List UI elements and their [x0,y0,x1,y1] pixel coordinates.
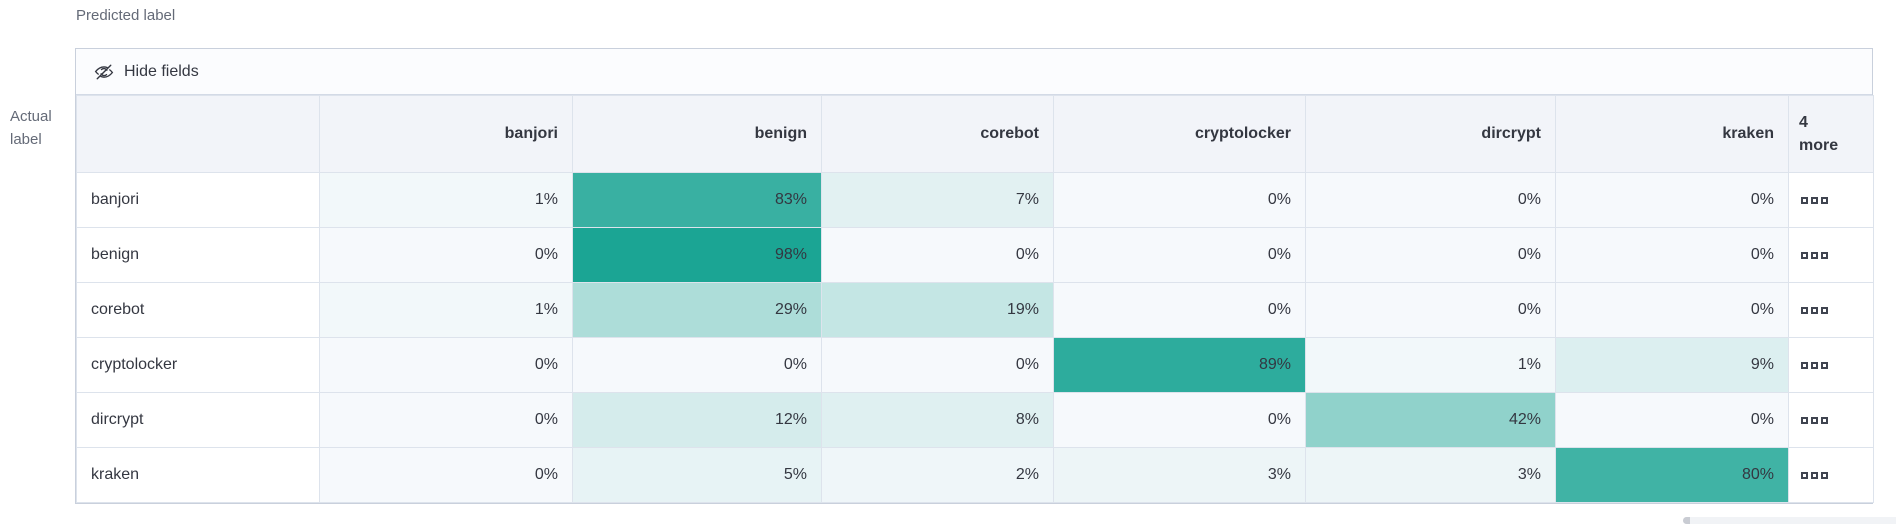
cell-corebot-banjori[interactable]: 1% [319,282,573,338]
cell-corebot-corebot[interactable]: 19% [821,282,1054,338]
cell-cryptolocker-banjori[interactable]: 0% [319,337,573,393]
cell-banjori-corebot[interactable]: 7% [821,172,1054,228]
column-header-dircrypt[interactable]: dircrypt [1305,95,1556,173]
matrix-row-dircrypt: dircrypt 0% 12% 8% 0% 42% 0% [76,392,1874,448]
more-columns-button[interactable] [1801,196,1828,204]
matrix-row-kraken: kraken 0% 5% 2% 3% 3% 80% [76,447,1874,503]
more-actions-cell [1788,282,1874,338]
cell-benign-banjori[interactable]: 0% [319,227,573,283]
cell-cryptolocker-corebot[interactable]: 0% [821,337,1054,393]
cell-banjori-benign[interactable]: 83% [572,172,822,228]
cell-corebot-cryptolocker[interactable]: 0% [1053,282,1306,338]
more-columns-button[interactable] [1801,416,1828,424]
grid-toolbar: Hide fields [76,49,1872,95]
cell-benign-corebot[interactable]: 0% [821,227,1054,283]
header-row: banjori benign corebot cryptolocker dircrypt… [76,95,1874,173]
more-columns-button[interactable] [1801,251,1828,259]
cell-benign-cryptolocker[interactable]: 0% [1053,227,1306,283]
matrix-row-cryptolocker: cryptolocker 0% 0% 0% 89% 1% 9% [76,337,1874,393]
cell-benign-kraken[interactable]: 0% [1555,227,1789,283]
eye-closed-icon [94,62,114,82]
more-columns-button[interactable] [1801,361,1828,369]
row-label-cryptolocker[interactable]: cryptolocker [76,337,320,393]
cell-kraken-cryptolocker[interactable]: 3% [1053,447,1306,503]
matrix-body: banjori 1% 83% 7% 0% 0% 0% benign 0% 98% 0% 0% 0% 0% c… [76,172,1874,503]
cell-kraken-dircrypt[interactable]: 3% [1305,447,1556,503]
more-columns-button[interactable] [1801,306,1828,314]
more-actions-cell [1788,447,1874,503]
more-columns-button[interactable] [1801,471,1828,479]
cell-cryptolocker-kraken[interactable]: 9% [1555,337,1789,393]
cell-cryptolocker-benign[interactable]: 0% [572,337,822,393]
hide-fields-button[interactable]: Hide fields [94,62,199,82]
cell-kraken-benign[interactable]: 5% [572,447,822,503]
data-grid-panel: Hide fields banjori benign corebot cryptolo… [75,48,1874,504]
more-actions-cell [1788,227,1874,283]
cell-benign-dircrypt[interactable]: 0% [1305,227,1556,283]
cell-kraken-banjori[interactable]: 0% [319,447,573,503]
actual-axis-label: Actual label [10,108,52,148]
cell-dircrypt-benign[interactable]: 12% [572,392,822,448]
column-header-kraken[interactable]: kraken [1555,95,1789,173]
row-label-benign[interactable]: benign [76,227,320,283]
corner-header-cell [76,95,320,173]
column-header-cryptolocker[interactable]: cryptolocker [1053,95,1306,173]
cell-corebot-kraken[interactable]: 0% [1555,282,1789,338]
matrix-row-benign: benign 0% 98% 0% 0% 0% 0% [76,227,1874,283]
more-actions-cell [1788,337,1874,393]
row-label-banjori[interactable]: banjori [76,172,320,228]
cell-kraken-corebot[interactable]: 2% [821,447,1054,503]
cell-cryptolocker-dircrypt[interactable]: 1% [1305,337,1556,393]
boxes-horizontal-icon [1801,361,1828,369]
cell-banjori-dircrypt[interactable]: 0% [1305,172,1556,228]
column-header-banjori[interactable]: banjori [319,95,573,173]
cell-kraken-kraken[interactable]: 80% [1555,447,1789,503]
cell-dircrypt-banjori[interactable]: 0% [319,392,573,448]
boxes-horizontal-icon [1801,251,1828,259]
boxes-horizontal-icon [1801,471,1828,479]
cell-banjori-cryptolocker[interactable]: 0% [1053,172,1306,228]
horizontal-scrollbar[interactable] [1683,517,1896,524]
predicted-axis-label: Predicted label [76,7,176,24]
cell-banjori-kraken[interactable]: 0% [1555,172,1789,228]
column-header-corebot[interactable]: corebot [821,95,1054,173]
column-header-benign[interactable]: benign [572,95,822,173]
row-label-kraken[interactable]: kraken [76,447,320,503]
cell-dircrypt-cryptolocker[interactable]: 0% [1053,392,1306,448]
cell-benign-benign[interactable]: 98% [572,227,822,283]
confusion-matrix-table: banjori benign corebot cryptolocker dircrypt… [76,95,1874,503]
column-header-more[interactable]: 4 more [1788,95,1874,173]
boxes-horizontal-icon [1801,416,1828,424]
matrix-row-corebot: corebot 1% 29% 19% 0% 0% 0% [76,282,1874,338]
matrix-row-banjori: banjori 1% 83% 7% 0% 0% 0% [76,172,1874,228]
boxes-horizontal-icon [1801,306,1828,314]
matrix-header: banjori benign corebot cryptolocker dircrypt… [76,95,1874,173]
row-label-corebot[interactable]: corebot [76,282,320,338]
row-label-dircrypt[interactable]: dircrypt [76,392,320,448]
cell-dircrypt-kraken[interactable]: 0% [1555,392,1789,448]
cell-banjori-banjori[interactable]: 1% [319,172,573,228]
cell-dircrypt-corebot[interactable]: 8% [821,392,1054,448]
cell-dircrypt-dircrypt[interactable]: 42% [1305,392,1556,448]
cell-corebot-benign[interactable]: 29% [572,282,822,338]
more-actions-cell [1788,392,1874,448]
hide-fields-label: Hide fields [124,62,199,80]
cell-corebot-dircrypt[interactable]: 0% [1305,282,1556,338]
cell-cryptolocker-cryptolocker[interactable]: 89% [1053,337,1306,393]
more-actions-cell [1788,172,1874,228]
boxes-horizontal-icon [1801,196,1828,204]
